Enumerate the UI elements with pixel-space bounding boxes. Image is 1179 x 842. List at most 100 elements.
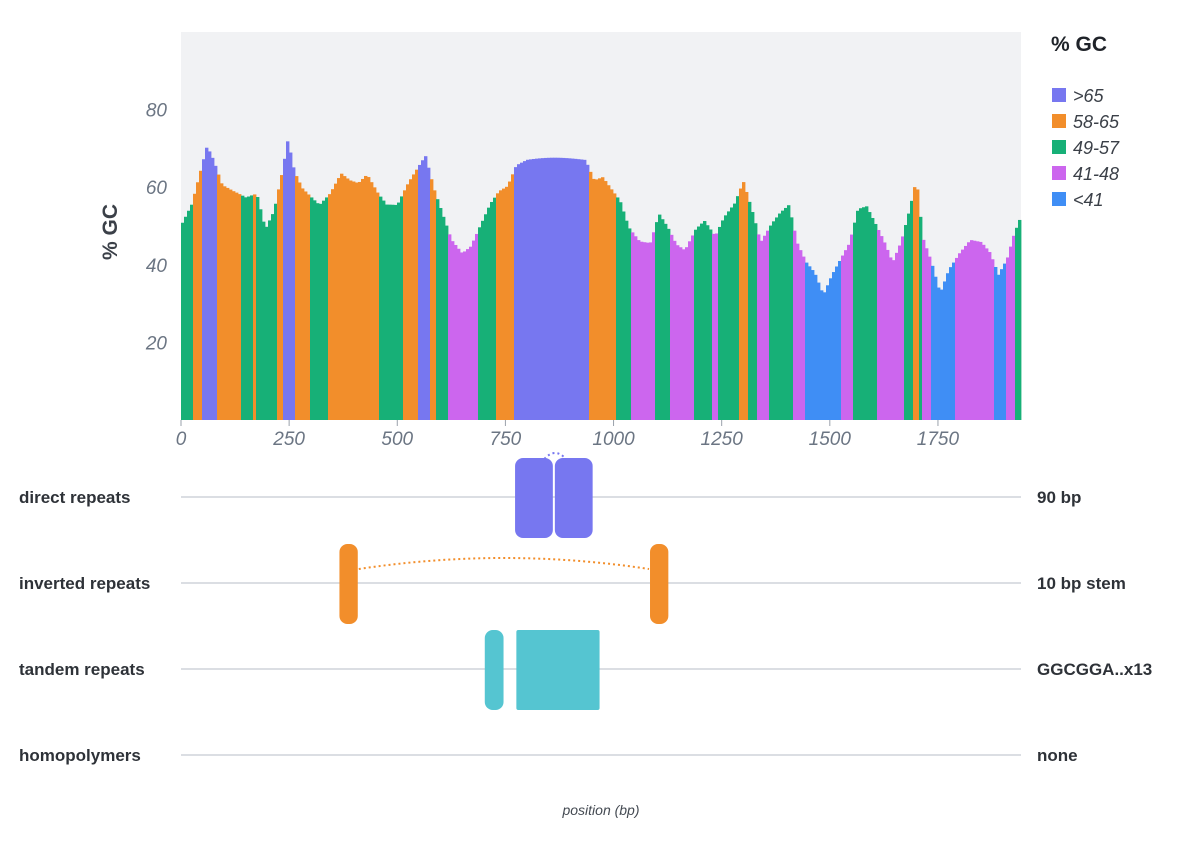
gc-bar [835,266,839,420]
gc-bar [322,200,326,420]
gc-bar [937,287,941,420]
legend-swatch [1052,88,1066,102]
gc-bar [466,249,470,420]
gc-bar [244,197,248,420]
gc-bar [190,204,194,420]
gc-bar [445,225,449,420]
gc-bar [892,260,896,420]
gc-bar [793,230,797,420]
gc-bar [592,178,596,420]
gc-bar [541,158,545,420]
gc-bar [448,234,452,420]
gc-bar [298,182,302,420]
gc-bar [451,241,455,420]
gc-bar [847,244,851,420]
gc-bar [469,246,473,420]
track-summary: 90 bp [1037,488,1081,507]
gc-bar [970,240,974,420]
gc-bar [709,229,713,420]
gc-bar [649,242,653,420]
gc-bar [484,214,488,420]
gc-bar [877,230,881,420]
gc-bar [508,181,512,420]
gc-bar [310,197,314,420]
gc-bar [1006,257,1010,420]
gc-bar [898,245,902,420]
gc-bar [463,251,467,420]
gc-bar [913,187,917,420]
gc-bar [439,208,443,420]
gc-bar [826,285,830,420]
legend-label: 49-57 [1073,138,1120,158]
gc-bar [685,247,689,420]
gc-bar [1018,219,1022,420]
y-axis-ticks: 20 40 60 80 [145,101,168,355]
track-label: homopolymers [19,746,141,765]
gc-bar [865,206,869,420]
gc-bar [256,196,260,420]
gc-bar [814,274,818,420]
gc-bar [763,235,767,420]
gc-bar [697,226,701,420]
gc-bar [943,281,947,420]
gc-bar [928,256,932,420]
gc-bar [601,177,605,420]
gc-bar [988,252,992,420]
legend-swatch [1052,192,1066,206]
gc-bar [457,248,461,420]
gc-bar [424,156,428,420]
gc-bar [805,262,809,420]
gc-bar [547,157,551,421]
gc-bar [262,221,266,420]
gc-bar [787,205,791,420]
x-tick-label: 1000 [592,429,635,450]
gc-bar [250,195,254,420]
gc-bar [736,196,740,420]
track-summary: 10 bp stem [1037,574,1126,593]
gc-bar [373,187,377,420]
gc-bar [625,220,629,420]
gc-bar [211,157,215,420]
gc-bar [976,241,980,420]
gc-bar [778,213,782,420]
gc-bar [844,250,848,420]
gc-bar [232,191,236,420]
gc-bar [307,194,311,420]
gc-bar [622,211,626,420]
gc-bar [856,210,860,420]
gc-bar [505,186,509,420]
gc-bar [403,190,407,420]
gc-bar [316,203,320,420]
gc-bar [199,170,203,420]
gc-bar [997,274,1001,420]
gc-bar [238,194,242,420]
gc-bar [421,160,425,420]
gc-bar [550,157,554,420]
gc-bar [772,221,776,420]
gc-bar [379,196,383,420]
gc-bar [607,185,611,420]
gc-bar [931,265,935,420]
gc-bar [862,207,866,420]
gc-bar [661,219,665,420]
gc-bar [700,223,704,420]
gc-bar [226,187,230,420]
gc-bar [871,217,875,420]
gc-bar [397,202,401,420]
legend-label: <41 [1073,190,1104,210]
gc-bar [817,282,821,420]
x-tick-label: 0 [176,429,187,450]
gc-bar [559,157,563,420]
gc-bar [982,244,986,420]
gc-bar [475,233,479,420]
repeat-feature [484,630,504,710]
gc-bar [586,164,590,420]
gc-bar [712,233,716,420]
track-label: inverted repeats [19,574,150,593]
gc-bar [703,221,707,420]
gc-bar [391,204,395,420]
y-tick-label: 20 [145,333,168,354]
gc-bar [1012,235,1016,420]
gc-bar [352,181,356,420]
gc-bar [430,179,434,420]
